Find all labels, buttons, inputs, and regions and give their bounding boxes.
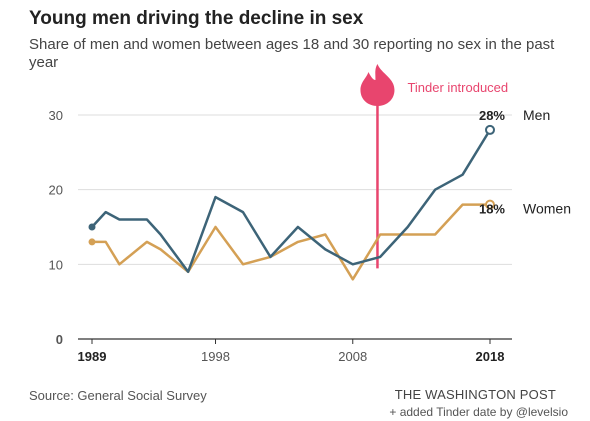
publisher-credit: THE WASHINGTON POST [394,387,556,402]
series-start-point-men [88,223,96,231]
x-tick-label: 2008 [338,349,367,364]
x-tick-label: 2018 [476,349,505,364]
source-note: Source: General Social Survey [29,388,207,403]
series-end-value-men: 28% [479,108,505,123]
chart-subtitle: Share of men and women between ages 18 a… [29,36,555,71]
y-tick-label: 10 [49,257,63,272]
x-tick-label: 1989 [78,349,107,364]
series-end-value-women: 18% [479,202,505,217]
series-name-label-women: Women [523,201,571,217]
series-name-label-men: Men [523,107,550,123]
series-end-point-men [485,124,495,135]
tinder-flame-icon [360,64,395,106]
y-tick-label: 30 [49,108,63,123]
x-tick-label: 1998 [201,349,230,364]
series-end-point-women [485,199,495,210]
series-line-men [90,128,492,274]
series-line-women [90,203,492,281]
chart-title: Young men driving the decline in sex [29,8,364,29]
y-tick-label: 0 [56,332,63,347]
series-start-point-women [88,238,96,246]
tinder-date-credit: + added Tinder date by @levelsio [389,405,568,419]
y-tick-label: 20 [49,183,63,198]
tinder-label: Tinder introduced [407,80,508,95]
